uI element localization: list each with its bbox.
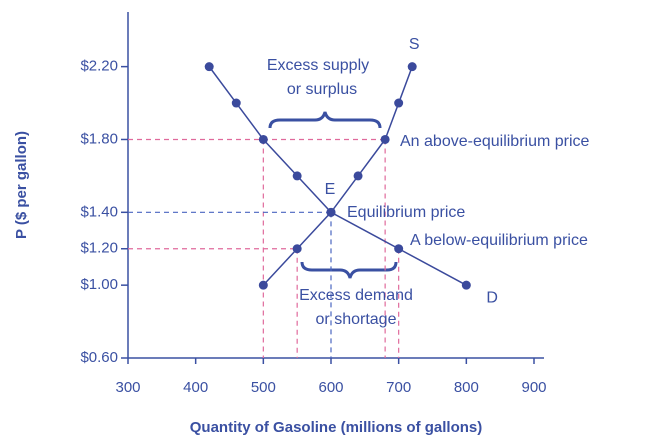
curve [208,66,467,286]
y-tick-label: $1.20 [80,240,118,257]
point [326,207,336,217]
y-tick-label: $1.80 [80,130,118,147]
x-tick-label: 500 [251,379,276,396]
x-tick-label: 300 [115,379,140,396]
surplus-brace [268,111,382,129]
annotation: Equilibrium price [347,204,465,221]
annotation: or surplus [287,81,357,98]
point [204,62,214,72]
x-tick-label: 900 [521,379,546,396]
annotation: An above-equilibrium price [400,133,590,150]
y-tick-label: $2.20 [80,58,118,75]
x-axis-label: Quantity of Gasoline (millions of gallon… [190,419,483,436]
y-axis-label: P ($ per gallon) [13,131,30,239]
curve-label: S [409,36,420,53]
x-tick-label: 800 [454,379,479,396]
point [258,280,268,290]
curve [262,66,413,286]
annotation: Excess demand [299,287,413,304]
x-tick-label: 600 [318,379,343,396]
point [292,244,302,254]
y-tick-label: $0.60 [80,349,118,366]
x-tick-label: 700 [386,379,411,396]
point [394,244,404,254]
annotation: or shortage [316,311,397,328]
point [380,134,390,144]
point [231,98,241,108]
point [461,280,471,290]
y-tick-label: $1.40 [80,203,118,220]
x-tick-label: 400 [183,379,208,396]
curve-label: D [486,289,498,306]
point [258,134,268,144]
annotation: Excess supply [267,57,369,74]
annotation: E [325,181,336,198]
point [394,98,404,108]
shortage-brace [300,261,398,279]
point [353,171,363,181]
point [292,171,302,181]
y-tick-label: $1.00 [80,276,118,293]
point [407,62,417,72]
annotation: A below-equilibrium price [410,232,588,249]
